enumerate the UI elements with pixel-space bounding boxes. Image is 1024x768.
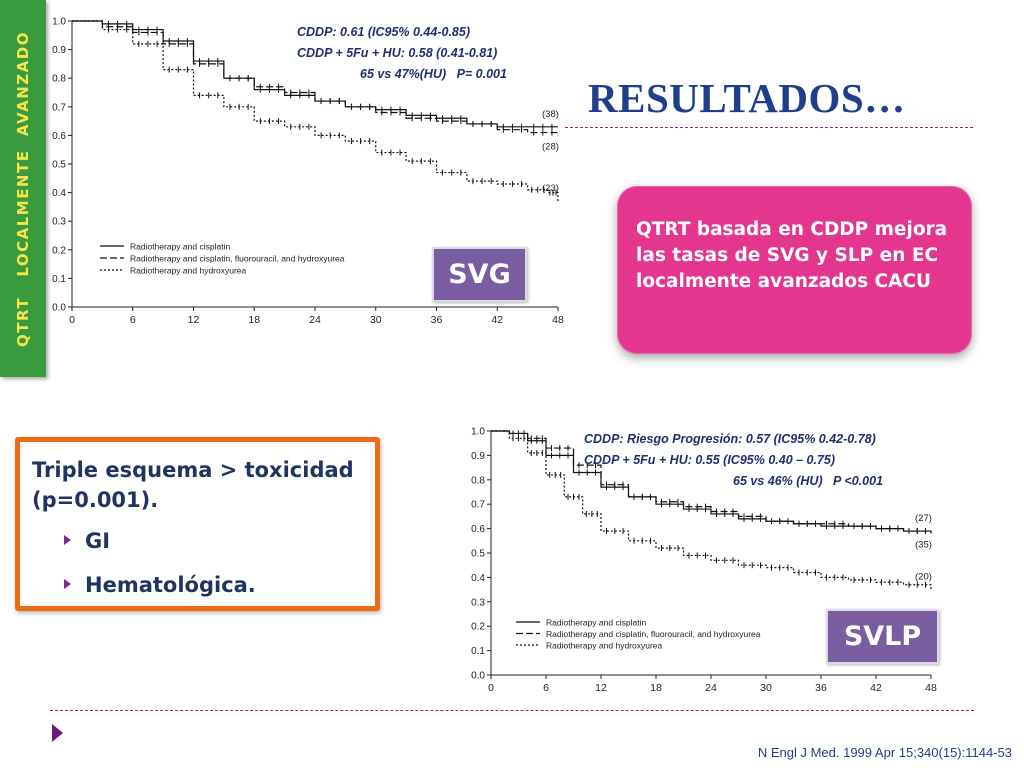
x-tick-label: 0: [488, 682, 494, 694]
x-tick-label: 12: [595, 682, 607, 694]
x-tick-label: 36: [431, 314, 443, 326]
annotation-top-line-3: 65 vs 47%(HU) P= 0.001: [360, 67, 507, 81]
y-tick-label: 0.0: [52, 303, 66, 314]
x-tick-label: 30: [760, 682, 772, 694]
x-tick-label: 6: [543, 682, 549, 694]
y-tick-label: 0.3: [471, 597, 485, 608]
legend-entry: Radiotherapy and hydroxyurea: [546, 641, 663, 651]
survival-chart-svg: 0.0 0.1 0.2 0.3 0.4 0.5 0.6 0.7 0.8 0.9 1.0 0 6 12 18 2…: [52, 17, 564, 327]
legend-entry: Radiotherapy and cisplatin: [130, 242, 230, 252]
series-end-label: (35): [915, 539, 932, 550]
y-tick-label: 0.7: [471, 500, 485, 511]
toxicity-item-gi: GI: [64, 529, 110, 553]
x-tick-label: 24: [309, 314, 321, 326]
x-tick-label: 0: [69, 314, 75, 326]
svlp-badge: SVLP: [826, 609, 939, 664]
y-tick-label: 0.2: [471, 622, 485, 633]
toxicity-box: Triple esquema > toxicidad (p=0.001). GI…: [15, 437, 380, 611]
y-tick-label: 0.1: [52, 274, 66, 285]
y-tick-label: 1.0: [52, 17, 66, 28]
toxicity-item-label: Hematológica.: [85, 573, 256, 597]
bullet-arrow-icon: [64, 535, 71, 545]
series-end-label: (28): [542, 141, 559, 152]
y-tick-label: 0.5: [471, 549, 485, 560]
y-tick-label: 0.6: [52, 131, 66, 142]
y-tick-label: 0.2: [52, 245, 66, 256]
y-tick-label: 0.9: [52, 45, 66, 56]
x-tick-label: 36: [815, 682, 827, 694]
x-tick-label: 24: [705, 682, 717, 694]
series-end-label: (23): [542, 183, 559, 194]
y-tick-label: 0.1: [471, 646, 485, 657]
x-tick-label: 42: [491, 314, 503, 326]
annotation-bottom-line-3: 65 vs 46% (HU) P <0.001: [733, 474, 883, 488]
nav-arrow-icon[interactable]: [52, 724, 63, 742]
side-banner-text: QTRT LOCALMENTE AVANZADO: [14, 30, 32, 347]
y-tick-label: 1.0: [471, 427, 485, 438]
toxicity-item-hematologica: Hematológica.: [64, 573, 256, 597]
y-tick-label: 0.8: [52, 74, 66, 85]
conclusion-text: QTRT basada en CDDP mejora las tasas de …: [636, 219, 948, 292]
x-tick-label: 18: [650, 682, 662, 694]
y-tick-label: 0.6: [471, 524, 485, 535]
y-tick-label: 0.9: [471, 451, 485, 462]
series-line-0: [491, 430, 931, 532]
pfs-chart-svg: 0.0 0.1 0.2 0.3 0.4 0.5 0.6 0.7 0.8 0.9 1.0 0 6 12 18 2…: [471, 427, 937, 695]
x-tick-label: 48: [552, 314, 564, 326]
citation: N Engl J Med. 1999 Apr 15;340(15):1144-5…: [757, 745, 1012, 760]
legend-entry: Radiotherapy and cisplatin: [546, 618, 646, 628]
svg-badge: SVG: [432, 247, 527, 302]
x-tick-label: 6: [130, 314, 136, 326]
annotation-top-line-1: CDDP: 0.61 (IC95% 0.44-0.85): [297, 25, 470, 39]
toxicity-item-label: GI: [85, 529, 111, 553]
legend-entry: Radiotherapy and hydroxyurea: [130, 266, 247, 276]
title-divider: [565, 127, 973, 128]
x-tick-label: 12: [188, 314, 200, 326]
bullet-arrow-icon: [64, 579, 71, 589]
conclusion-box: QTRT basada en CDDP mejora las tasas de …: [617, 186, 972, 354]
series-line-1: [72, 20, 559, 136]
x-tick-label: 48: [925, 682, 937, 694]
series-line-2: [491, 430, 932, 590]
y-tick-label: 0.7: [52, 102, 66, 113]
series-end-label: (20): [915, 572, 932, 583]
y-tick-label: 0.3: [52, 217, 66, 228]
legend-entry: Radiotherapy and cisplatin, fluorouracil…: [130, 254, 345, 264]
annotation-bottom-line-2: CDDP + 5Fu + HU: 0.55 (IC95% 0.40 – 0.75…: [584, 453, 836, 467]
series-end-label: (38): [542, 109, 559, 120]
footer-divider: [50, 710, 974, 711]
y-tick-label: 0.4: [471, 573, 485, 584]
y-tick-label: 0.0: [471, 671, 485, 682]
x-tick-label: 42: [870, 682, 882, 694]
annotation-bottom-line-1: CDDP: Riesgo Progresión: 0.57 (IC95% 0.4…: [584, 432, 876, 446]
legend-entry: Radiotherapy and cisplatin, fluorouracil…: [546, 629, 761, 639]
y-tick-label: 0.4: [52, 188, 66, 199]
series-end-label: (27): [915, 513, 932, 524]
annotation-top-line-2: CDDP + 5Fu + HU: 0.58 (0.41-0.81): [297, 46, 498, 60]
toxicity-heading: Triple esquema > toxicidad (p=0.001).: [32, 458, 354, 512]
page-title: RESULTADOS…: [588, 75, 906, 121]
side-banner: QTRT LOCALMENTE AVANZADO: [0, 0, 46, 377]
x-tick-label: 18: [248, 314, 260, 326]
x-tick-label: 30: [370, 314, 382, 326]
y-tick-label: 0.5: [52, 160, 66, 171]
series-line-0: [72, 20, 558, 128]
y-tick-label: 0.8: [471, 475, 485, 486]
